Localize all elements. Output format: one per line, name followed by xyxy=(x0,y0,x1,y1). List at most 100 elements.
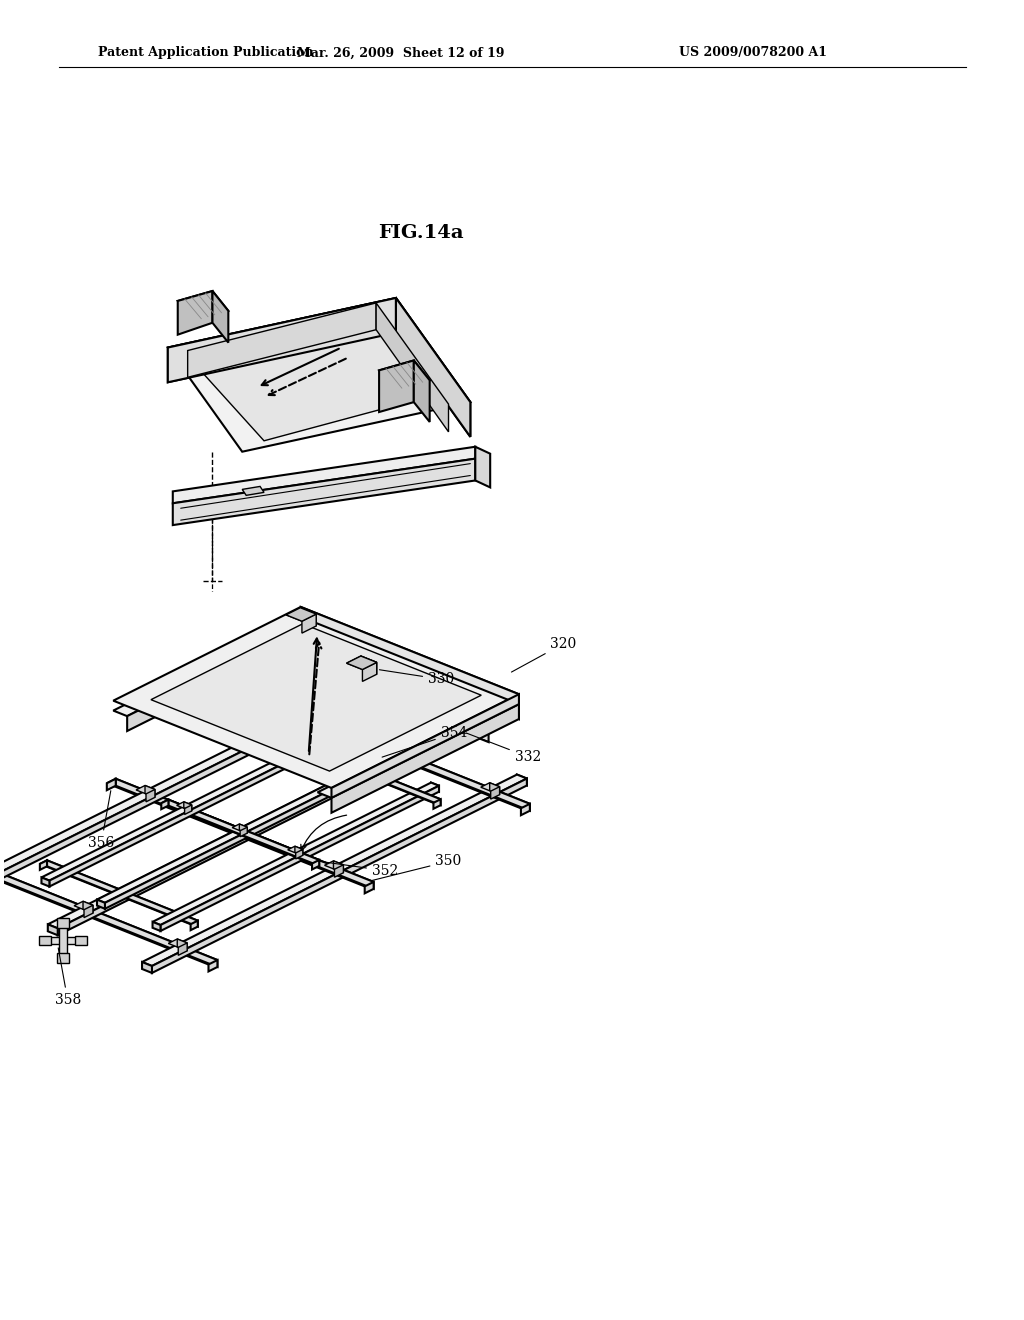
Polygon shape xyxy=(283,739,440,803)
Polygon shape xyxy=(0,700,338,891)
Polygon shape xyxy=(40,861,198,924)
Polygon shape xyxy=(392,709,399,760)
Polygon shape xyxy=(346,656,377,669)
Polygon shape xyxy=(41,738,328,880)
Polygon shape xyxy=(0,857,217,968)
Polygon shape xyxy=(396,748,406,762)
Polygon shape xyxy=(301,708,311,719)
Polygon shape xyxy=(48,737,433,928)
Polygon shape xyxy=(40,861,47,870)
Polygon shape xyxy=(386,744,406,754)
Polygon shape xyxy=(319,738,328,747)
Polygon shape xyxy=(106,779,374,887)
Polygon shape xyxy=(47,861,198,927)
Polygon shape xyxy=(57,953,69,964)
Polygon shape xyxy=(212,290,228,343)
Polygon shape xyxy=(433,799,440,809)
Polygon shape xyxy=(272,701,529,810)
Polygon shape xyxy=(379,360,430,391)
Polygon shape xyxy=(362,663,377,681)
Polygon shape xyxy=(114,607,519,788)
Polygon shape xyxy=(353,763,369,770)
Polygon shape xyxy=(295,846,303,855)
Polygon shape xyxy=(49,742,328,887)
Text: 356: 356 xyxy=(88,791,115,850)
Polygon shape xyxy=(151,624,481,771)
Polygon shape xyxy=(391,706,399,756)
Polygon shape xyxy=(288,616,519,710)
Polygon shape xyxy=(183,801,191,810)
Polygon shape xyxy=(97,900,104,908)
Polygon shape xyxy=(136,785,155,793)
Polygon shape xyxy=(263,701,529,808)
Polygon shape xyxy=(395,744,406,756)
Polygon shape xyxy=(59,923,67,958)
Polygon shape xyxy=(346,656,377,669)
Polygon shape xyxy=(114,616,314,717)
Polygon shape xyxy=(190,920,198,931)
Polygon shape xyxy=(376,302,449,432)
Polygon shape xyxy=(243,487,264,495)
Polygon shape xyxy=(301,616,314,638)
Polygon shape xyxy=(146,789,155,801)
Polygon shape xyxy=(116,779,374,888)
Polygon shape xyxy=(286,607,316,622)
Polygon shape xyxy=(414,360,430,422)
Polygon shape xyxy=(480,783,500,791)
Polygon shape xyxy=(74,902,93,909)
Polygon shape xyxy=(325,861,343,870)
Polygon shape xyxy=(396,298,470,437)
Polygon shape xyxy=(365,882,374,894)
Text: 330: 330 xyxy=(380,669,455,686)
Text: 354: 354 xyxy=(382,726,467,758)
Polygon shape xyxy=(302,711,311,723)
Polygon shape xyxy=(296,849,303,859)
Text: 320: 320 xyxy=(511,636,577,672)
Polygon shape xyxy=(39,936,51,945)
Polygon shape xyxy=(517,775,527,785)
Polygon shape xyxy=(384,676,399,682)
Polygon shape xyxy=(57,741,433,936)
Polygon shape xyxy=(335,865,343,878)
Text: US 2009/0078200 A1: US 2009/0078200 A1 xyxy=(679,46,826,59)
Text: 358: 358 xyxy=(54,948,81,1007)
Text: FIG.14a: FIG.14a xyxy=(378,224,464,243)
Polygon shape xyxy=(178,290,228,321)
Polygon shape xyxy=(332,694,519,797)
Polygon shape xyxy=(490,787,500,799)
Polygon shape xyxy=(232,824,247,830)
Polygon shape xyxy=(145,785,155,797)
Polygon shape xyxy=(334,861,343,873)
Polygon shape xyxy=(360,656,377,675)
Polygon shape xyxy=(376,760,383,770)
Polygon shape xyxy=(301,616,519,719)
Polygon shape xyxy=(302,614,316,634)
Polygon shape xyxy=(161,785,439,931)
Polygon shape xyxy=(41,878,49,887)
Text: 350: 350 xyxy=(372,854,462,880)
Polygon shape xyxy=(177,801,191,809)
Polygon shape xyxy=(104,763,383,908)
Polygon shape xyxy=(258,645,488,738)
Polygon shape xyxy=(286,607,316,622)
Polygon shape xyxy=(184,805,191,814)
Polygon shape xyxy=(153,783,439,925)
Polygon shape xyxy=(392,680,399,713)
Polygon shape xyxy=(384,706,399,713)
Polygon shape xyxy=(48,924,57,936)
Polygon shape xyxy=(288,846,303,853)
Polygon shape xyxy=(317,698,519,797)
Polygon shape xyxy=(83,902,93,913)
Polygon shape xyxy=(153,921,161,931)
Polygon shape xyxy=(161,800,168,809)
Polygon shape xyxy=(168,939,187,948)
Text: 352: 352 xyxy=(318,861,398,878)
Polygon shape xyxy=(178,942,187,956)
Polygon shape xyxy=(263,701,272,711)
Polygon shape xyxy=(240,824,247,833)
Polygon shape xyxy=(173,458,475,525)
Polygon shape xyxy=(361,767,369,776)
Polygon shape xyxy=(173,446,475,503)
Polygon shape xyxy=(142,775,527,966)
Polygon shape xyxy=(0,704,338,898)
